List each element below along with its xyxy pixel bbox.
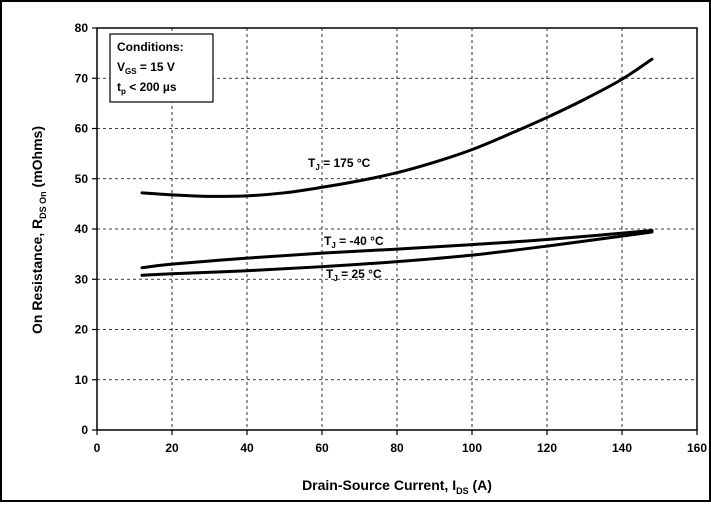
x-tick-label: 160 — [687, 441, 707, 455]
x-tick-label: 40 — [240, 441, 254, 455]
x-tick-label: 80 — [390, 441, 404, 455]
grid — [97, 28, 697, 430]
x-tick-label: 0 — [94, 441, 101, 455]
y-tick-label: 0 — [81, 423, 88, 437]
curve-minus40c — [140, 229, 654, 270]
x-axis-title: Drain-Source Current, IDS (A) — [302, 477, 492, 496]
conditions-vgs: VGS = 15 V — [117, 60, 175, 76]
x-tick-label: 20 — [165, 441, 179, 455]
y-tick-label: 10 — [75, 373, 89, 387]
conditions-tp: tp < 200 µs — [117, 80, 177, 96]
y-tick-label: 80 — [75, 21, 89, 35]
y-tick-label: 30 — [75, 272, 89, 286]
curve-label-minus40c: TJ = -40 °C — [324, 234, 384, 250]
x-tick-label: 60 — [315, 441, 329, 455]
curve-25c — [140, 230, 654, 277]
y-tick-label: 40 — [75, 222, 89, 236]
x-tick-label: 100 — [462, 441, 482, 455]
y-tick-label: 60 — [75, 122, 89, 136]
tick-labels: 0 20 40 60 80 100 120 140 160 0 10 20 30 40 50 60 70 80 — [75, 21, 708, 455]
y-tick-label: 50 — [75, 172, 89, 186]
conditions-title: Conditions: — [117, 40, 184, 54]
curve-175c — [140, 57, 654, 198]
curve-label-25c: TJ = 25 °C — [326, 267, 382, 283]
y-tick-label: 70 — [75, 71, 89, 85]
x-tick-label: 140 — [612, 441, 632, 455]
y-axis-title: On Resistance, RDS On (mOhms) — [29, 126, 48, 334]
y-tick-label: 20 — [75, 323, 89, 337]
conditions-box: Conditions: VGS = 15 V tp < 200 µs — [109, 33, 214, 103]
curve-label-175c: TJ = 175 °C — [308, 156, 371, 172]
x-tick-label: 120 — [537, 441, 557, 455]
curves — [140, 57, 654, 277]
